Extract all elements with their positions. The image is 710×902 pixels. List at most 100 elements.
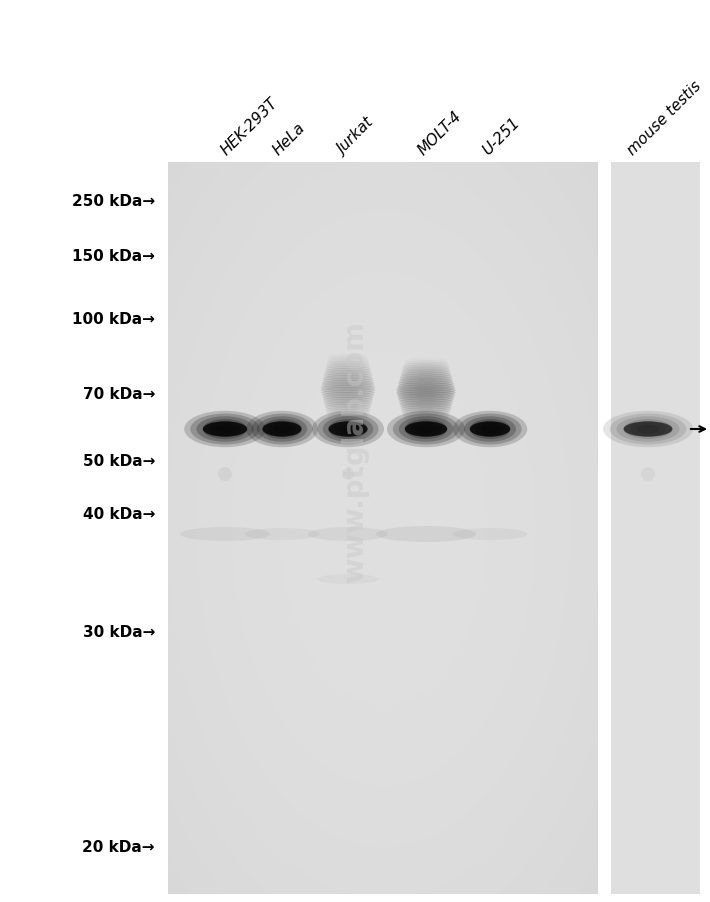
Ellipse shape xyxy=(470,422,510,437)
Ellipse shape xyxy=(324,369,371,374)
Ellipse shape xyxy=(339,425,357,434)
Ellipse shape xyxy=(329,422,368,437)
Ellipse shape xyxy=(323,398,373,403)
Text: 30 kDa→: 30 kDa→ xyxy=(82,625,155,640)
Ellipse shape xyxy=(475,422,505,437)
Ellipse shape xyxy=(623,422,672,437)
Ellipse shape xyxy=(400,405,452,412)
Text: HeLa: HeLa xyxy=(270,120,308,158)
Ellipse shape xyxy=(180,528,270,541)
Ellipse shape xyxy=(328,419,368,439)
Ellipse shape xyxy=(251,414,312,445)
Ellipse shape xyxy=(403,363,449,370)
Circle shape xyxy=(218,467,232,482)
Ellipse shape xyxy=(334,422,362,437)
Ellipse shape xyxy=(322,381,374,387)
Ellipse shape xyxy=(399,399,453,406)
Ellipse shape xyxy=(262,419,302,439)
Ellipse shape xyxy=(637,425,660,434)
Ellipse shape xyxy=(398,381,454,388)
Text: 20 kDa→: 20 kDa→ xyxy=(82,840,155,854)
Ellipse shape xyxy=(399,417,453,442)
Ellipse shape xyxy=(324,400,372,406)
Ellipse shape xyxy=(399,379,453,385)
Bar xyxy=(168,163,598,894)
Text: www.ptglab.com: www.ptglab.com xyxy=(341,320,369,582)
Ellipse shape xyxy=(257,417,307,442)
Ellipse shape xyxy=(318,575,378,584)
Ellipse shape xyxy=(453,411,528,447)
Text: 40 kDa→: 40 kDa→ xyxy=(82,507,155,522)
Ellipse shape xyxy=(323,376,373,382)
Ellipse shape xyxy=(246,411,318,447)
Ellipse shape xyxy=(308,528,388,541)
Ellipse shape xyxy=(469,419,510,439)
Ellipse shape xyxy=(630,422,666,437)
Ellipse shape xyxy=(402,367,450,374)
Ellipse shape xyxy=(322,395,373,401)
Ellipse shape xyxy=(326,364,370,370)
Ellipse shape xyxy=(325,366,371,372)
Text: HEK-293T: HEK-293T xyxy=(218,95,280,158)
Ellipse shape xyxy=(327,359,369,364)
Ellipse shape xyxy=(616,417,679,442)
Ellipse shape xyxy=(398,394,454,401)
Ellipse shape xyxy=(610,414,687,445)
Ellipse shape xyxy=(416,425,436,434)
Ellipse shape xyxy=(321,385,375,391)
Ellipse shape xyxy=(321,388,375,394)
Ellipse shape xyxy=(263,422,302,437)
Ellipse shape xyxy=(325,407,371,413)
Ellipse shape xyxy=(402,410,450,417)
Ellipse shape xyxy=(244,529,320,540)
Ellipse shape xyxy=(324,373,372,380)
Ellipse shape xyxy=(481,425,499,434)
Ellipse shape xyxy=(401,370,451,376)
Ellipse shape xyxy=(324,405,371,410)
Text: U-251: U-251 xyxy=(480,115,523,158)
Ellipse shape xyxy=(387,411,465,447)
Ellipse shape xyxy=(312,411,384,447)
Circle shape xyxy=(641,467,655,482)
Ellipse shape xyxy=(459,414,522,445)
Ellipse shape xyxy=(623,419,673,439)
Ellipse shape xyxy=(376,527,476,542)
Ellipse shape xyxy=(405,422,447,437)
Text: mouse testis: mouse testis xyxy=(625,78,705,158)
Ellipse shape xyxy=(401,408,451,415)
Ellipse shape xyxy=(603,411,693,447)
Ellipse shape xyxy=(215,425,235,434)
Ellipse shape xyxy=(400,400,452,408)
Text: 150 kDa→: 150 kDa→ xyxy=(72,249,155,264)
Ellipse shape xyxy=(403,414,449,421)
Ellipse shape xyxy=(322,391,375,396)
Text: Jurkat: Jurkat xyxy=(335,115,377,158)
Ellipse shape xyxy=(396,388,456,394)
Ellipse shape xyxy=(464,417,516,442)
Ellipse shape xyxy=(405,419,447,439)
Ellipse shape xyxy=(403,412,449,419)
Ellipse shape xyxy=(273,425,291,434)
Ellipse shape xyxy=(209,422,241,437)
Text: 50 kDa→: 50 kDa→ xyxy=(82,454,155,469)
Ellipse shape xyxy=(393,414,459,445)
Ellipse shape xyxy=(202,419,248,439)
Ellipse shape xyxy=(400,372,452,379)
Bar xyxy=(611,163,700,894)
Ellipse shape xyxy=(400,374,452,381)
Ellipse shape xyxy=(324,371,372,377)
Text: 100 kDa→: 100 kDa→ xyxy=(72,312,155,327)
Ellipse shape xyxy=(397,392,455,399)
Ellipse shape xyxy=(400,376,452,383)
Ellipse shape xyxy=(324,402,372,409)
Ellipse shape xyxy=(190,414,260,445)
Ellipse shape xyxy=(317,414,378,445)
Ellipse shape xyxy=(398,383,454,390)
Ellipse shape xyxy=(268,422,296,437)
Ellipse shape xyxy=(403,365,449,372)
Circle shape xyxy=(342,468,354,481)
Ellipse shape xyxy=(326,410,370,416)
Ellipse shape xyxy=(410,422,442,437)
Ellipse shape xyxy=(327,412,369,418)
Ellipse shape xyxy=(398,396,454,403)
